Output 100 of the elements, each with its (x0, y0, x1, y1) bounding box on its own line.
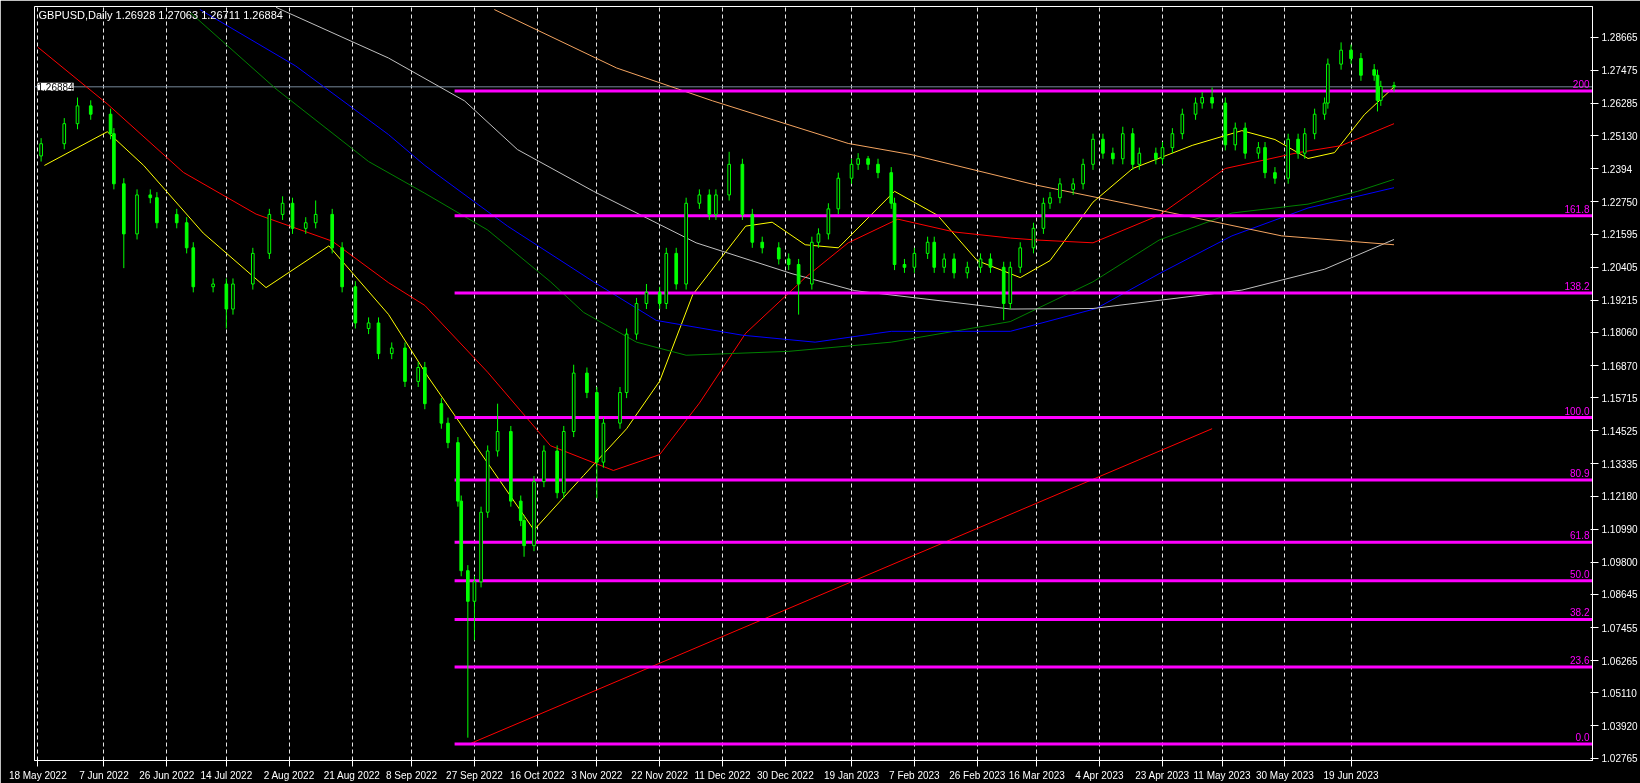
line-series (493, 9, 1395, 246)
candlestick (472, 575, 477, 641)
candlestick (1339, 41, 1343, 71)
y-tick-label: 1.27475 (1601, 65, 1639, 77)
y-tick-label: 1.10990 (1601, 524, 1639, 536)
series-label: 0.0 (1575, 732, 1590, 744)
candlestick (1273, 166, 1277, 185)
series-label: 23.6 (1570, 654, 1590, 666)
candlestick (446, 417, 450, 449)
y-tick-label: 1.26285 (1601, 98, 1639, 110)
y-tick-label: 1.07455 (1601, 622, 1639, 634)
candlestick (280, 195, 285, 221)
candlestick (174, 208, 179, 229)
x-tick-label: 4 Apr 2023 (1075, 769, 1124, 781)
candlestick (1392, 81, 1396, 93)
candlestick (1031, 222, 1036, 254)
series-label: 80.9 (1570, 467, 1590, 479)
candlestick (416, 361, 421, 388)
y-tick-label: 1.22750 (1601, 196, 1639, 208)
x-tick-label: 21 Aug 2022 (323, 769, 381, 781)
candlestick (707, 188, 712, 221)
candlestick (988, 252, 993, 274)
candlestick (912, 247, 917, 274)
candlestick (816, 227, 821, 249)
candlestick (1048, 191, 1052, 210)
candlestick (313, 200, 318, 229)
x-tick-label: 11 Dec 2022 (694, 769, 751, 781)
x-tick-label: 11 May 2023 (1193, 769, 1251, 781)
x-tick-label: 30 Dec 2022 (757, 769, 815, 781)
candlestick (1170, 127, 1175, 154)
y-tick-label: 1.18060 (1601, 327, 1639, 339)
y-tick-label: 1.08645 (1601, 589, 1639, 601)
y-tick-label: 1.05110 (1601, 687, 1638, 699)
y-tick-label: 1.14525 (1601, 425, 1639, 437)
candlestick (1137, 147, 1142, 171)
candlestick (1296, 133, 1300, 160)
x-tick-label: 16 Oct 2022 (510, 769, 565, 781)
y-tick-label: 1.09800 (1601, 557, 1639, 569)
line-series (37, 46, 1395, 471)
candlestick (495, 403, 500, 458)
y-tick-label: 1.03920 (1601, 720, 1639, 732)
series-label: 161.8 (1564, 203, 1590, 215)
x-tick-label: 18 May 2022 (8, 769, 68, 781)
x-tick-label: 16 Mar 2023 (1008, 769, 1066, 781)
y-tick-label: 1.2394 (1601, 163, 1633, 175)
candlestick (1180, 108, 1185, 140)
candlestick (1018, 241, 1023, 274)
candlestick (644, 283, 649, 310)
x-tick-label: 23 Apr 2023 (1135, 769, 1190, 781)
series-label: 50.0 (1570, 568, 1590, 580)
x-tick-label: 7 Feb 2023 (889, 769, 941, 781)
y-tick-label: 1.28665 (1601, 32, 1639, 44)
candlestick (1302, 127, 1307, 160)
x-tick-label: 19 Jan 2023 (824, 769, 880, 781)
candlestick (62, 117, 67, 150)
series-label: 61.8 (1570, 530, 1590, 542)
candlestick (657, 286, 662, 310)
candlestick (776, 241, 781, 266)
y-tick-label: 1.12180 (1601, 491, 1639, 503)
y-tick-label: 1.21595 (1601, 229, 1639, 241)
candlestick (585, 367, 589, 399)
candlestick (1349, 44, 1353, 65)
x-tick-label: 19 Jun 2023 (1323, 769, 1379, 781)
y-tick-label: 1.13335 (1601, 458, 1639, 470)
series-label: 200 (1572, 79, 1590, 91)
y-tick-label: 1.25130 (1601, 130, 1639, 142)
ref-line-label: 1.26884 (37, 81, 75, 93)
y-tick-label: 1.20405 (1601, 262, 1639, 274)
candlestick (1154, 147, 1158, 165)
x-tick-label: 22 Nov 2022 (631, 769, 689, 781)
candlestick (925, 236, 930, 260)
x-tick-label: 7 Jun 2022 (79, 769, 130, 781)
candlestick (1081, 158, 1085, 190)
y-tick-label: 1.06265 (1601, 655, 1639, 667)
series-label: 38.2 (1570, 607, 1590, 619)
candlestick (39, 137, 43, 163)
candlestick (1193, 97, 1198, 121)
candlestick (1359, 52, 1363, 82)
x-tick-label: 14 Jul 2022 (200, 769, 253, 781)
candlestick (211, 277, 215, 293)
series-label: 100.0 (1564, 405, 1590, 417)
candlestick (439, 397, 444, 430)
x-tick-label: 27 Sep 2022 (446, 769, 504, 781)
y-tick-label: 1.19215 (1601, 295, 1639, 307)
x-tick-label: 30 May 2023 (1255, 769, 1315, 781)
x-tick-label: 26 Jun 2022 (139, 769, 195, 781)
candlestick (697, 188, 702, 210)
candlestick (942, 252, 946, 274)
candlestick (714, 188, 718, 221)
x-tick-label: 26 Feb 2023 (949, 769, 1006, 781)
candlestick (88, 99, 93, 121)
y-tick-label: 1.15715 (1601, 392, 1639, 404)
candlestick (1101, 133, 1105, 160)
candlestick (849, 158, 854, 185)
y-tick-label: 1.16870 (1601, 360, 1639, 372)
candlestick (978, 252, 983, 274)
candlestick (1210, 86, 1214, 110)
candlestick (796, 258, 801, 316)
candlestick (1111, 147, 1115, 165)
x-tick-label: 2 Aug 2022 (263, 769, 315, 781)
